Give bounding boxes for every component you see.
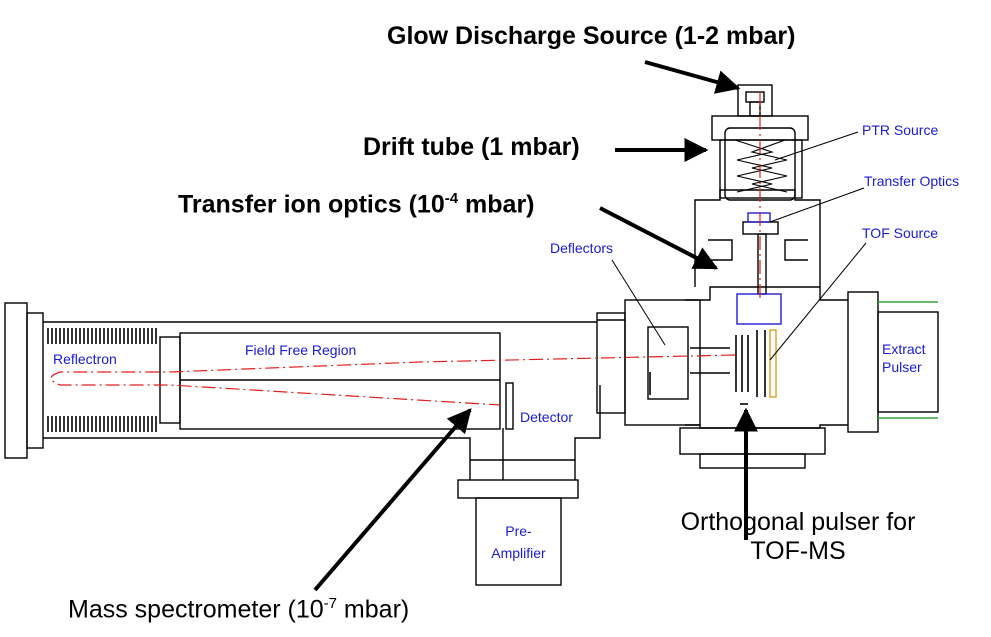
drift-tube-hatching: [734, 139, 788, 193]
orthogonal-line1: Orthogonal pulser for: [680, 508, 916, 536]
glow-discharge-label: Glow Discharge Source (1-2 mbar): [387, 22, 796, 50]
reflectron-flange: [4, 302, 44, 459]
reflectron-tube: [43, 321, 597, 439]
detector-label: Detector: [520, 409, 573, 425]
transfer-prefix: Transfer ion optics (10: [178, 190, 445, 219]
extract-flange-green: [878, 301, 938, 419]
mass-suffix: mbar): [336, 595, 410, 624]
deflectors-label: Deflectors: [550, 240, 614, 256]
ptr-source-label: PTR Source: [862, 122, 939, 138]
reflectron-label: Reflectron: [53, 351, 117, 367]
ion-trajectory: [50, 92, 761, 406]
extract-line1: Extract: [882, 341, 926, 357]
mass-spectrometer-label: Mass spectrometer (10-7 mbar): [68, 595, 409, 624]
extract-pulser-label: Extract Pulser: [882, 340, 926, 376]
tof-source-plate: [769, 329, 777, 398]
extract-line2: Pulser: [882, 359, 922, 375]
pre-amplifier-box: [475, 497, 562, 586]
deflector-plates: [649, 330, 766, 405]
component-leader-lines: [611, 131, 867, 361]
transfer-suffix: mbar): [458, 190, 535, 219]
detector-housing: [440, 382, 601, 499]
transfer-section: [694, 189, 821, 325]
drift-tube-body: [711, 84, 809, 201]
field-free-region-label: Field Free Region: [245, 342, 357, 358]
orthogonal-line2: TOF-MS: [750, 537, 846, 565]
mass-exponent: -7: [323, 595, 337, 612]
central-chamber: [596, 286, 939, 469]
pre-amplifier-label: Pre- Amplifier: [476, 520, 561, 564]
transfer-exponent: -4: [444, 190, 459, 207]
reflectron-rings: [47, 328, 157, 432]
pre-line1: Pre-: [505, 523, 532, 539]
annotation-arrows: [313, 60, 758, 592]
orthogonal-pulser-label: Orthogonal pulser for TOF-MS: [648, 508, 948, 566]
transfer-ion-optics-label: Transfer ion optics (10-4 mbar): [178, 190, 535, 219]
tof-source-label: TOF Source: [862, 225, 938, 241]
pre-line2: Amplifier: [491, 545, 546, 561]
drift-tube-label: Drift tube (1 mbar): [363, 133, 580, 161]
transfer-optics-label: Transfer Optics: [864, 173, 960, 189]
mass-prefix: Mass spectrometer (10: [68, 595, 324, 624]
